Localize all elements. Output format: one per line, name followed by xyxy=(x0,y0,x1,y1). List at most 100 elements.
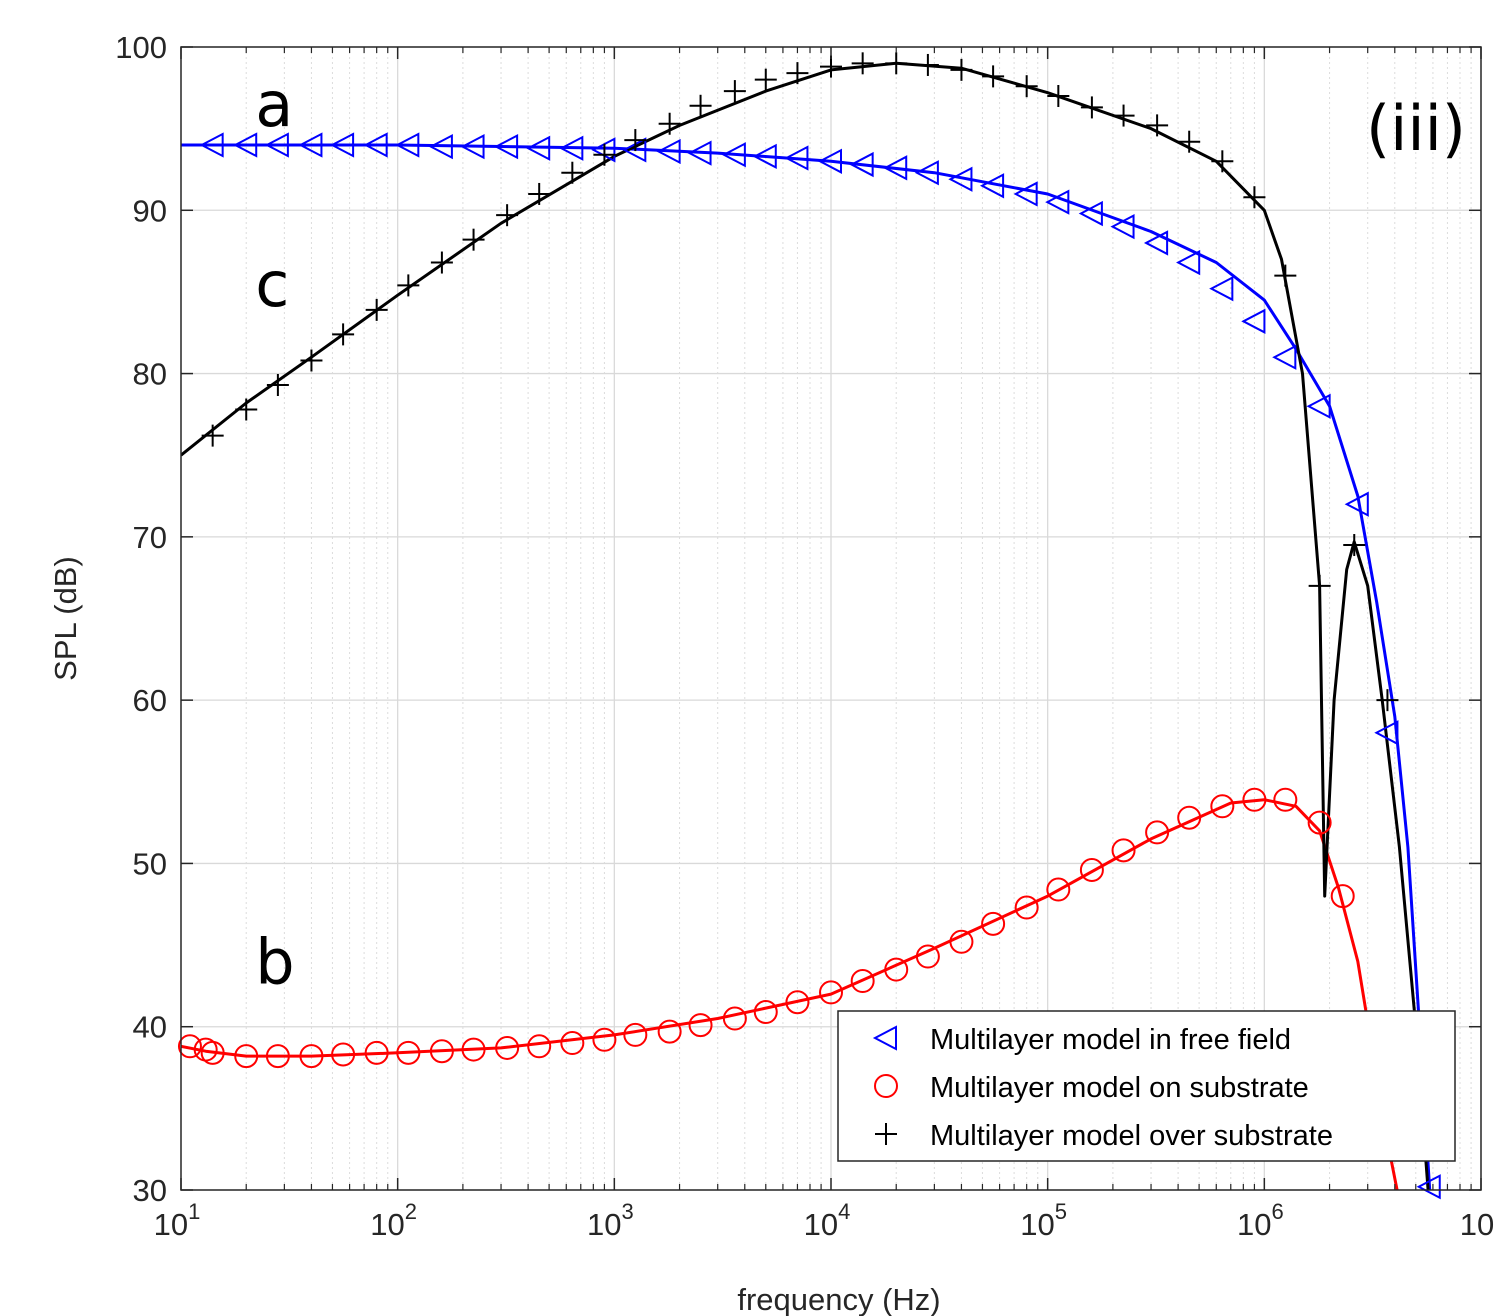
y-tick-label: 60 xyxy=(133,683,167,718)
data-point-s0 xyxy=(298,132,323,158)
data-point-s1 xyxy=(785,990,810,1015)
legend-entry-1: Multilayer model on substrate xyxy=(930,1072,1309,1104)
data-point-s2 xyxy=(820,55,842,78)
data-point-s0 xyxy=(817,148,842,174)
data-point-s1 xyxy=(850,968,875,993)
data-point-s2 xyxy=(1308,574,1331,597)
x-tick-base: 10 xyxy=(1020,1207,1054,1242)
data-point-s1 xyxy=(396,1040,421,1065)
data-point-s1 xyxy=(1210,794,1235,819)
data-point-s0 xyxy=(1078,200,1103,227)
x-tick-base: 10 xyxy=(154,1207,188,1242)
y-tick-label: 80 xyxy=(133,357,167,392)
data-point-s2 xyxy=(1178,130,1201,153)
data-point-s2 xyxy=(1211,150,1234,173)
x-tick-exponent: 5 xyxy=(1055,1199,1067,1224)
data-point-s1 xyxy=(461,1037,486,1062)
data-point-s1 xyxy=(981,911,1006,936)
x-tick-exponent: 3 xyxy=(621,1199,633,1224)
data-point-s1 xyxy=(884,957,909,982)
data-point-s0 xyxy=(721,142,746,168)
x-tick-exponent: 1 xyxy=(188,1199,200,1224)
data-point-s2 xyxy=(950,58,973,81)
x-tick-exponent: 4 xyxy=(838,1199,850,1224)
data-point-s2 xyxy=(1376,689,1399,712)
data-point-s1 xyxy=(177,1034,202,1059)
data-point-s1 xyxy=(527,1034,552,1059)
series-line-1 xyxy=(181,798,1399,1190)
data-point-s0 xyxy=(233,132,258,158)
data-point-s0 xyxy=(1013,181,1038,207)
data-point-s2 xyxy=(1015,75,1038,98)
legend-marker-0 xyxy=(872,1025,897,1051)
labels-layer: frequency (Hz) SPL (dB) a c b (iii) xyxy=(48,68,1466,1316)
x-tick-exponent: 2 xyxy=(405,1199,417,1224)
data-point-s1 xyxy=(299,1044,324,1069)
data-point-s0 xyxy=(948,166,973,192)
x-tick-label: 10 xyxy=(1460,1207,1494,1242)
data-point-s1 xyxy=(1242,787,1267,812)
data-point-s1 xyxy=(1111,838,1136,863)
x-tick-base: 10 xyxy=(370,1207,404,1242)
data-point-s0 xyxy=(656,138,681,165)
data-point-s0 xyxy=(526,135,551,161)
data-point-s2 xyxy=(658,112,681,135)
data-point-s2 xyxy=(624,129,647,152)
x-tick-label: 101 xyxy=(154,1199,201,1242)
data-point-s2 xyxy=(528,182,551,205)
data-point-s0 xyxy=(1209,276,1234,302)
data-point-s1 xyxy=(915,944,940,969)
curve-label-b: b xyxy=(255,925,294,998)
data-point-s0 xyxy=(1416,1174,1441,1200)
data-point-s0 xyxy=(199,132,224,158)
data-point-s1 xyxy=(949,929,974,954)
data-point-s0 xyxy=(784,145,809,171)
data-point-s1 xyxy=(200,1040,225,1065)
data-point-s1 xyxy=(429,1039,454,1064)
y-tick-label: 100 xyxy=(115,30,167,65)
data-point-s0 xyxy=(1272,344,1297,370)
data-point-s2 xyxy=(916,53,939,76)
data-point-s2 xyxy=(561,161,584,184)
legend-box xyxy=(837,1010,1456,1162)
y-tick-label: 70 xyxy=(133,520,167,555)
data-point-s0 xyxy=(493,133,519,160)
x-tick-base: 10 xyxy=(1460,1207,1494,1242)
data-point-s0 xyxy=(1045,189,1070,215)
y-tick-label: 90 xyxy=(133,193,167,228)
data-point-s1 xyxy=(688,1013,713,1038)
data-point-s0 xyxy=(264,132,289,158)
y-tick-label: 40 xyxy=(133,1010,167,1045)
data-point-s0 xyxy=(428,133,453,160)
data-point-s2 xyxy=(397,274,420,297)
data-point-s2 xyxy=(1274,264,1297,287)
data-point-s1 xyxy=(560,1031,585,1056)
x-tick-base: 10 xyxy=(587,1207,621,1242)
data-point-s0 xyxy=(559,135,584,161)
data-point-s2 xyxy=(982,65,1005,88)
data-point-s2 xyxy=(332,323,355,346)
data-point-s1 xyxy=(1079,857,1104,882)
legend-marker-2 xyxy=(875,1123,897,1145)
data-point-s1 xyxy=(265,1044,290,1069)
data-point-s1 xyxy=(234,1044,259,1069)
data-point-s0 xyxy=(752,143,777,170)
y-tick-label: 50 xyxy=(133,846,167,881)
data-point-s0 xyxy=(883,155,908,181)
data-point-s0 xyxy=(1374,720,1399,746)
data-point-s1 xyxy=(753,1000,778,1025)
data-point-s1 xyxy=(819,980,843,1005)
data-point-s2 xyxy=(1146,114,1169,137)
data-point-s1 xyxy=(1307,810,1332,835)
x-tick-label: 102 xyxy=(370,1199,417,1242)
data-point-s0 xyxy=(1176,249,1201,276)
data-point-s2 xyxy=(593,143,616,166)
legend-marker-1 xyxy=(874,1074,898,1098)
x-axis-label: frequency (Hz) xyxy=(737,1282,940,1316)
data-point-s0 xyxy=(329,132,355,158)
series-layer xyxy=(177,52,1441,1200)
data-point-s1 xyxy=(1177,805,1202,830)
x-tick-label: 106 xyxy=(1237,1199,1284,1242)
data-point-s0 xyxy=(1241,308,1266,334)
